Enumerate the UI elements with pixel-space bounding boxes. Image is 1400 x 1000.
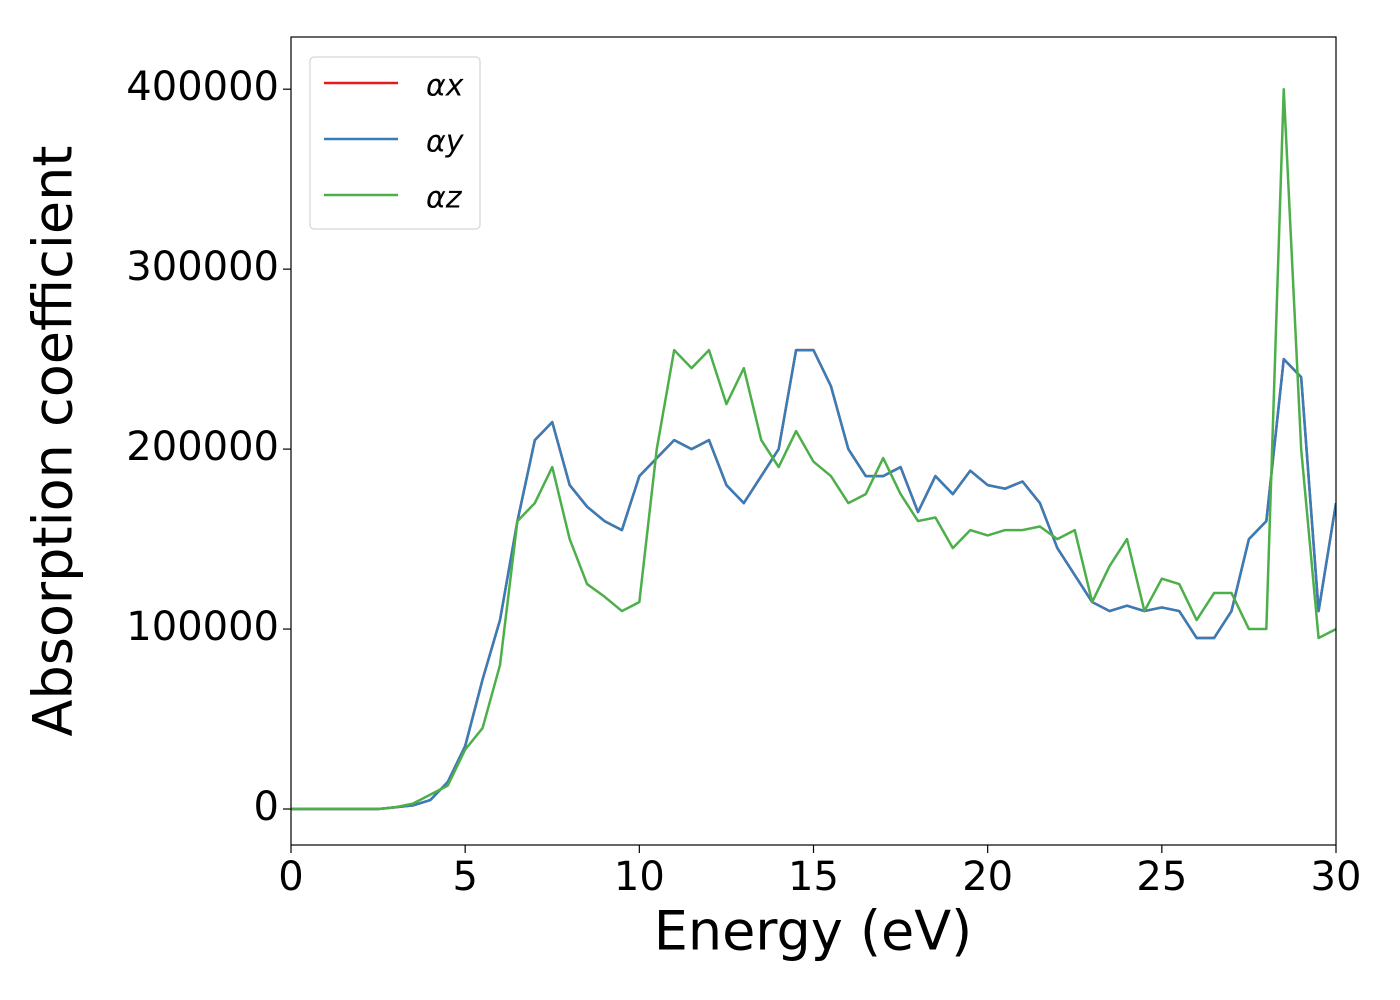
x-tick-label: 5: [452, 854, 477, 900]
y-tick-label: 100000: [126, 604, 279, 650]
y-tick-label: 300000: [126, 244, 279, 290]
x-tick-label: 25: [1136, 854, 1187, 900]
x-tick-label: 15: [788, 854, 839, 900]
legend-label: αx: [426, 69, 464, 104]
y-axis-label: Absorption coefficient: [22, 146, 85, 737]
y-tick-label: 400000: [126, 64, 279, 110]
legend-label: αz: [426, 181, 463, 216]
data-line: [291, 348, 1336, 811]
x-tick-label: 0: [278, 854, 303, 900]
x-tick-label: 10: [614, 854, 665, 900]
plot-frame: [290, 36, 1337, 846]
legend-box: [309, 56, 481, 230]
x-axis-label: Energy (eV): [654, 900, 973, 963]
y-tick-label: 200000: [126, 424, 279, 470]
data-line: [291, 87, 1336, 811]
legend-label: αy: [426, 125, 465, 160]
x-tick-label: 30: [1311, 854, 1362, 900]
data-line: [291, 348, 1336, 811]
y-tick-label: 0: [254, 784, 279, 830]
x-tick-label: 20: [962, 854, 1013, 900]
